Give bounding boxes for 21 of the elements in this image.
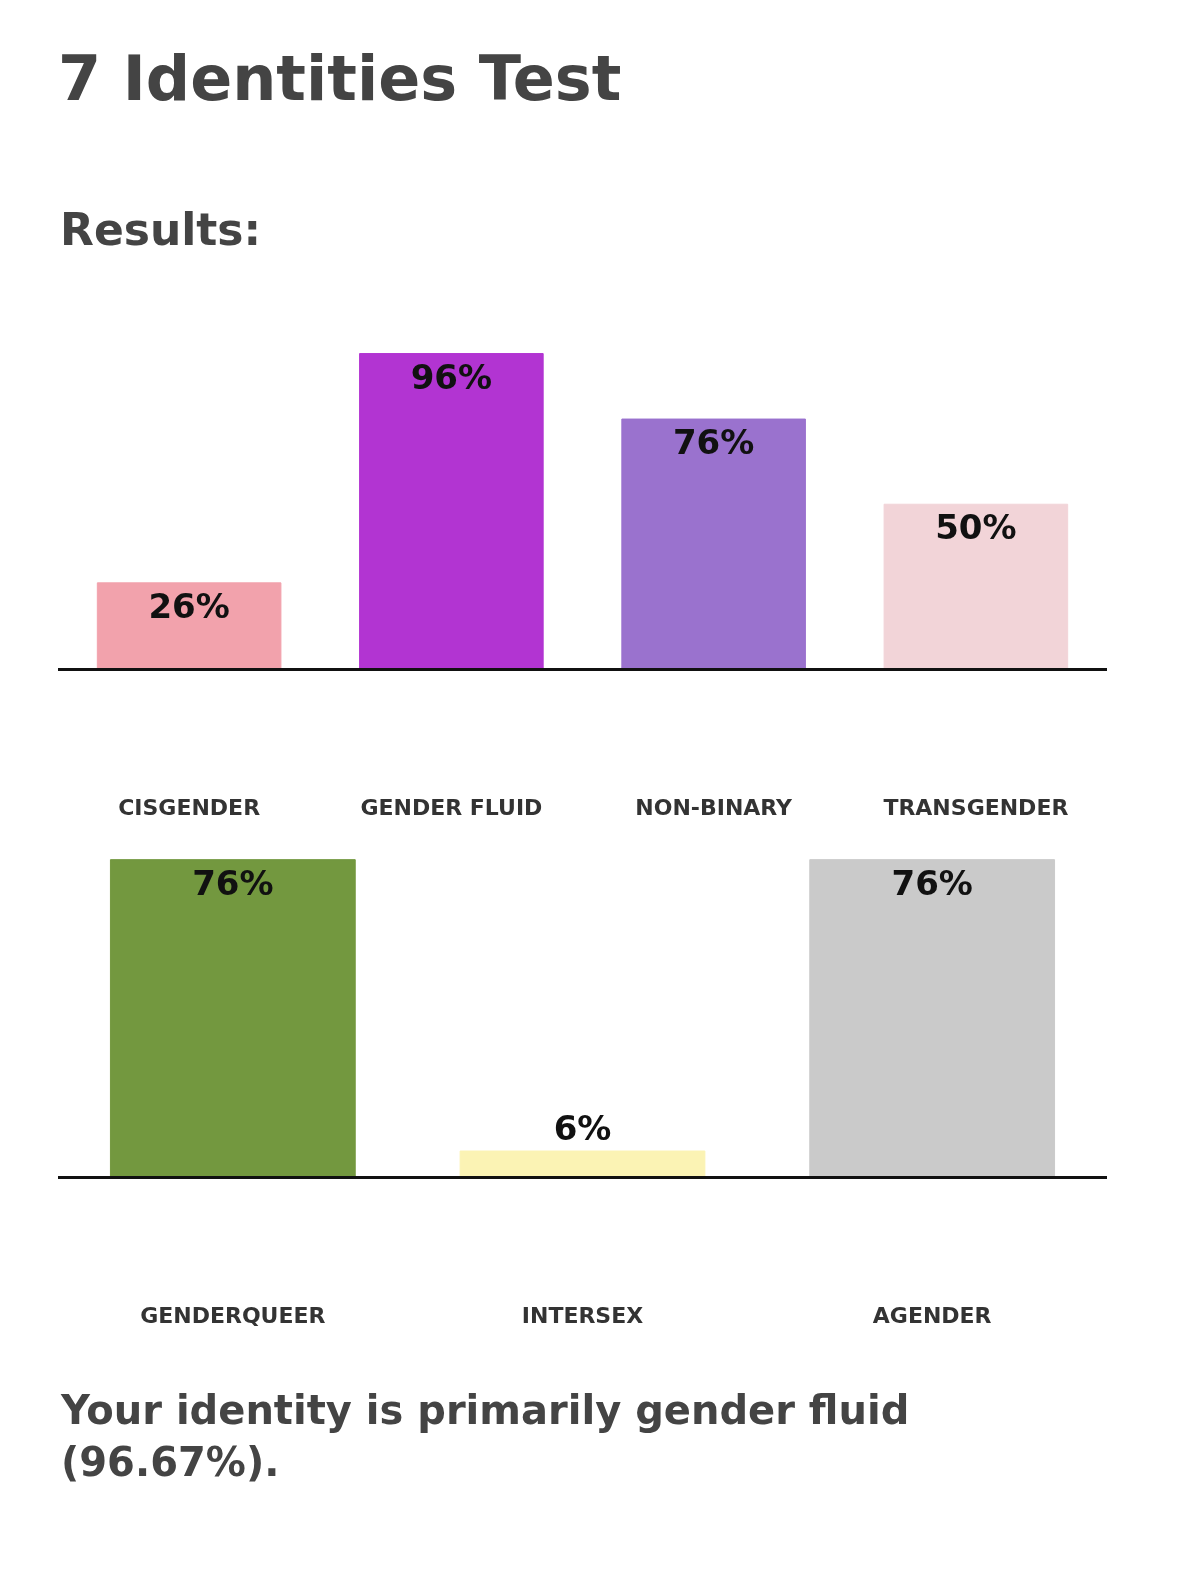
data-label: 26% xyxy=(148,585,230,626)
x-tick-label: NON-BINARY xyxy=(635,795,794,821)
data-label: 76% xyxy=(891,862,973,903)
x-tick-label: CISGENDER xyxy=(118,795,261,821)
data-label: 76% xyxy=(672,422,755,463)
x-tick-label: GENDER FLUID xyxy=(360,795,543,821)
x-tick-label: INTERSEX xyxy=(521,1303,644,1329)
x-tick-label: GENDERQUEER xyxy=(140,1303,326,1329)
data-label: 76% xyxy=(192,862,274,903)
bar xyxy=(96,582,282,668)
bar xyxy=(359,353,544,668)
text: Your identity is primarily gender fluid (96.67%). xyxy=(60,1387,910,1485)
data-label: 96% xyxy=(410,356,493,397)
data-label: 6% xyxy=(553,1108,612,1149)
bar xyxy=(621,418,806,668)
chart-subtitle: Results: xyxy=(60,204,262,255)
x-tick-label: AGENDER xyxy=(872,1303,992,1329)
data-label: 50% xyxy=(935,507,1017,548)
chart-title: 7 Identities Test xyxy=(58,41,622,115)
x-tick-label: TRANSGENDER xyxy=(883,795,1069,821)
bar xyxy=(883,503,1069,668)
